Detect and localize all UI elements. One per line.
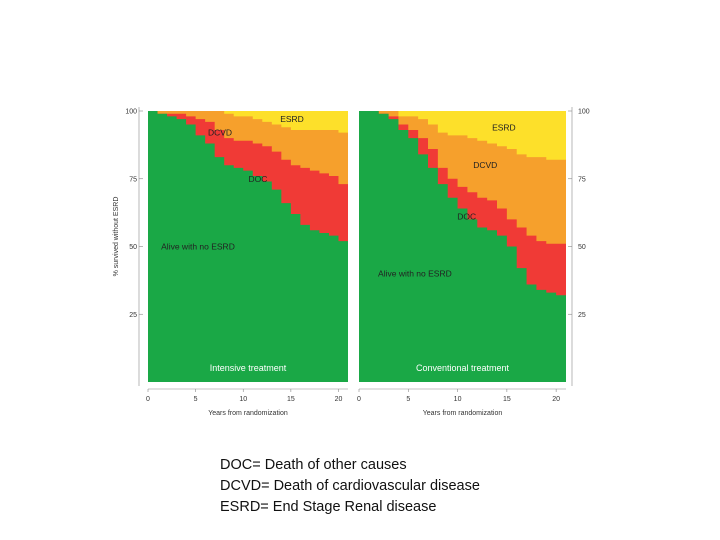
y-tick-label-right: 25 (578, 312, 586, 319)
dcvd-label-intensive: DCVD (208, 128, 232, 138)
alive-label-conventional: Alive with no ESRD (378, 269, 452, 279)
abbreviation-legend: DOC= Death of other causes DCVD= Death o… (220, 455, 480, 518)
esrd-label-conventional: ESRD (492, 122, 516, 132)
x-axis-title-intensive: Years from randomization (208, 410, 288, 417)
y-tick-label-right: 50 (578, 244, 586, 251)
panel-conventional: ESRD DCVD DOC Alive with no ESRD Convent… (357, 111, 566, 417)
alive-area (148, 111, 348, 382)
x-tick-label: 20 (552, 396, 560, 403)
esrd-label-intensive: ESRD (280, 114, 304, 124)
panel-title-conventional: Conventional treatment (416, 363, 510, 373)
alive-area (359, 111, 566, 382)
y-tick-label-left: 75 (129, 176, 137, 183)
x-tick-label: 5 (406, 396, 410, 403)
y-tick-label-left: 25 (129, 312, 137, 319)
x-tick-label: 15 (503, 396, 511, 403)
y-tick-label-right: 100 (578, 109, 590, 116)
x-tick-label: 15 (287, 396, 295, 403)
x-tick-label: 0 (146, 396, 150, 403)
y-tick-label-right: 75 (578, 176, 586, 183)
alive-label-intensive: Alive with no ESRD (161, 242, 235, 252)
x-tick-label: 10 (239, 396, 247, 403)
x-axis-title-conventional: Years from randomization (423, 410, 503, 417)
legend-esrd: ESRD= End Stage Renal disease (220, 499, 437, 515)
y-tick-label-left: 50 (129, 244, 137, 251)
x-tick-label: 20 (335, 396, 343, 403)
legend-doc: DOC= Death of other causes (220, 457, 407, 473)
legend-dcvd: DCVD= Death of cardiovascular disease (220, 478, 480, 494)
panel-intensive: ESRD DCVD DOC Alive with no ESRD Intensi… (146, 111, 348, 417)
y-axis-left: 25 50 75 100 % survived without ESRD (113, 107, 143, 386)
doc-label-intensive: DOC (249, 174, 268, 184)
panel-title-intensive: Intensive treatment (210, 363, 287, 373)
y-tick-label-left: 100 (125, 109, 137, 116)
doc-label-conventional: DOC (457, 212, 476, 222)
dcvd-label-conventional: DCVD (473, 160, 497, 170)
x-tick-label: 0 (357, 396, 361, 403)
y-axis-right: 25 50 75 100 (568, 107, 590, 386)
x-tick-label: 10 (454, 396, 462, 403)
x-tick-label: 5 (194, 396, 198, 403)
y-axis-title: % survived without ESRD (113, 197, 120, 277)
